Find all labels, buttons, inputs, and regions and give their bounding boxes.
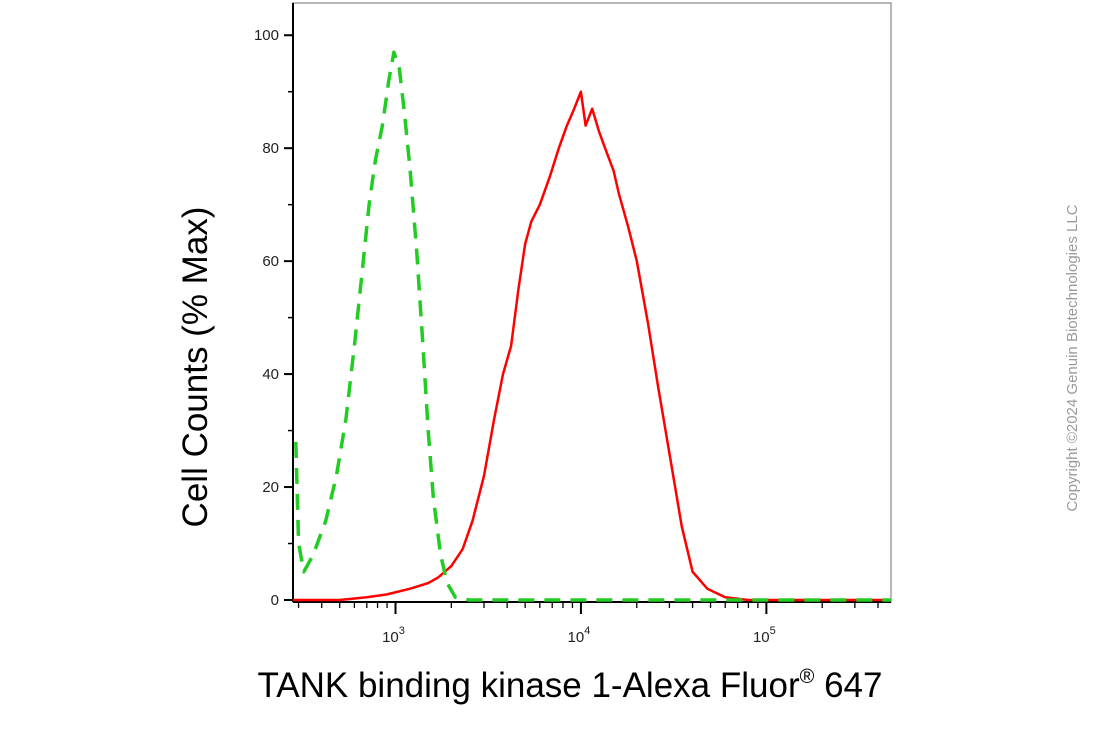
x-axis-title-suffix: 647 [814, 666, 882, 705]
copyright-text: Copyright ©2024 Genuin Biotechnologies L… [1064, 204, 1081, 511]
x-tick-label: 105 [753, 625, 776, 646]
series-solid-line [293, 90, 891, 602]
y-tick-label: 0 [271, 592, 279, 609]
x-axis-title: TANK binding kinase 1-Alexa Fluor® 647 [258, 666, 883, 705]
x-ticks: 103 104 105 [297, 602, 879, 646]
x-axis-title-registered: ® [800, 666, 815, 688]
x-tick-label: 103 [382, 625, 405, 646]
y-tick-label: 20 [262, 479, 279, 496]
series-layer [293, 50, 891, 602]
y-tick-label: 80 [262, 140, 279, 157]
series-dashed-line [294, 50, 891, 602]
x-axis-title-main: TANK binding kinase 1-Alexa Fluor [258, 666, 800, 705]
y-tick-label: 60 [262, 253, 279, 270]
plot-frame [292, 2, 892, 603]
y-axis-title: Cell Counts (% Max) [176, 207, 215, 528]
y-ticks: 0 20 40 60 80 100 [254, 27, 293, 609]
y-tick-label: 40 [262, 366, 279, 383]
y-tick-label: 100 [254, 27, 279, 44]
x-tick-label: 104 [568, 625, 591, 646]
